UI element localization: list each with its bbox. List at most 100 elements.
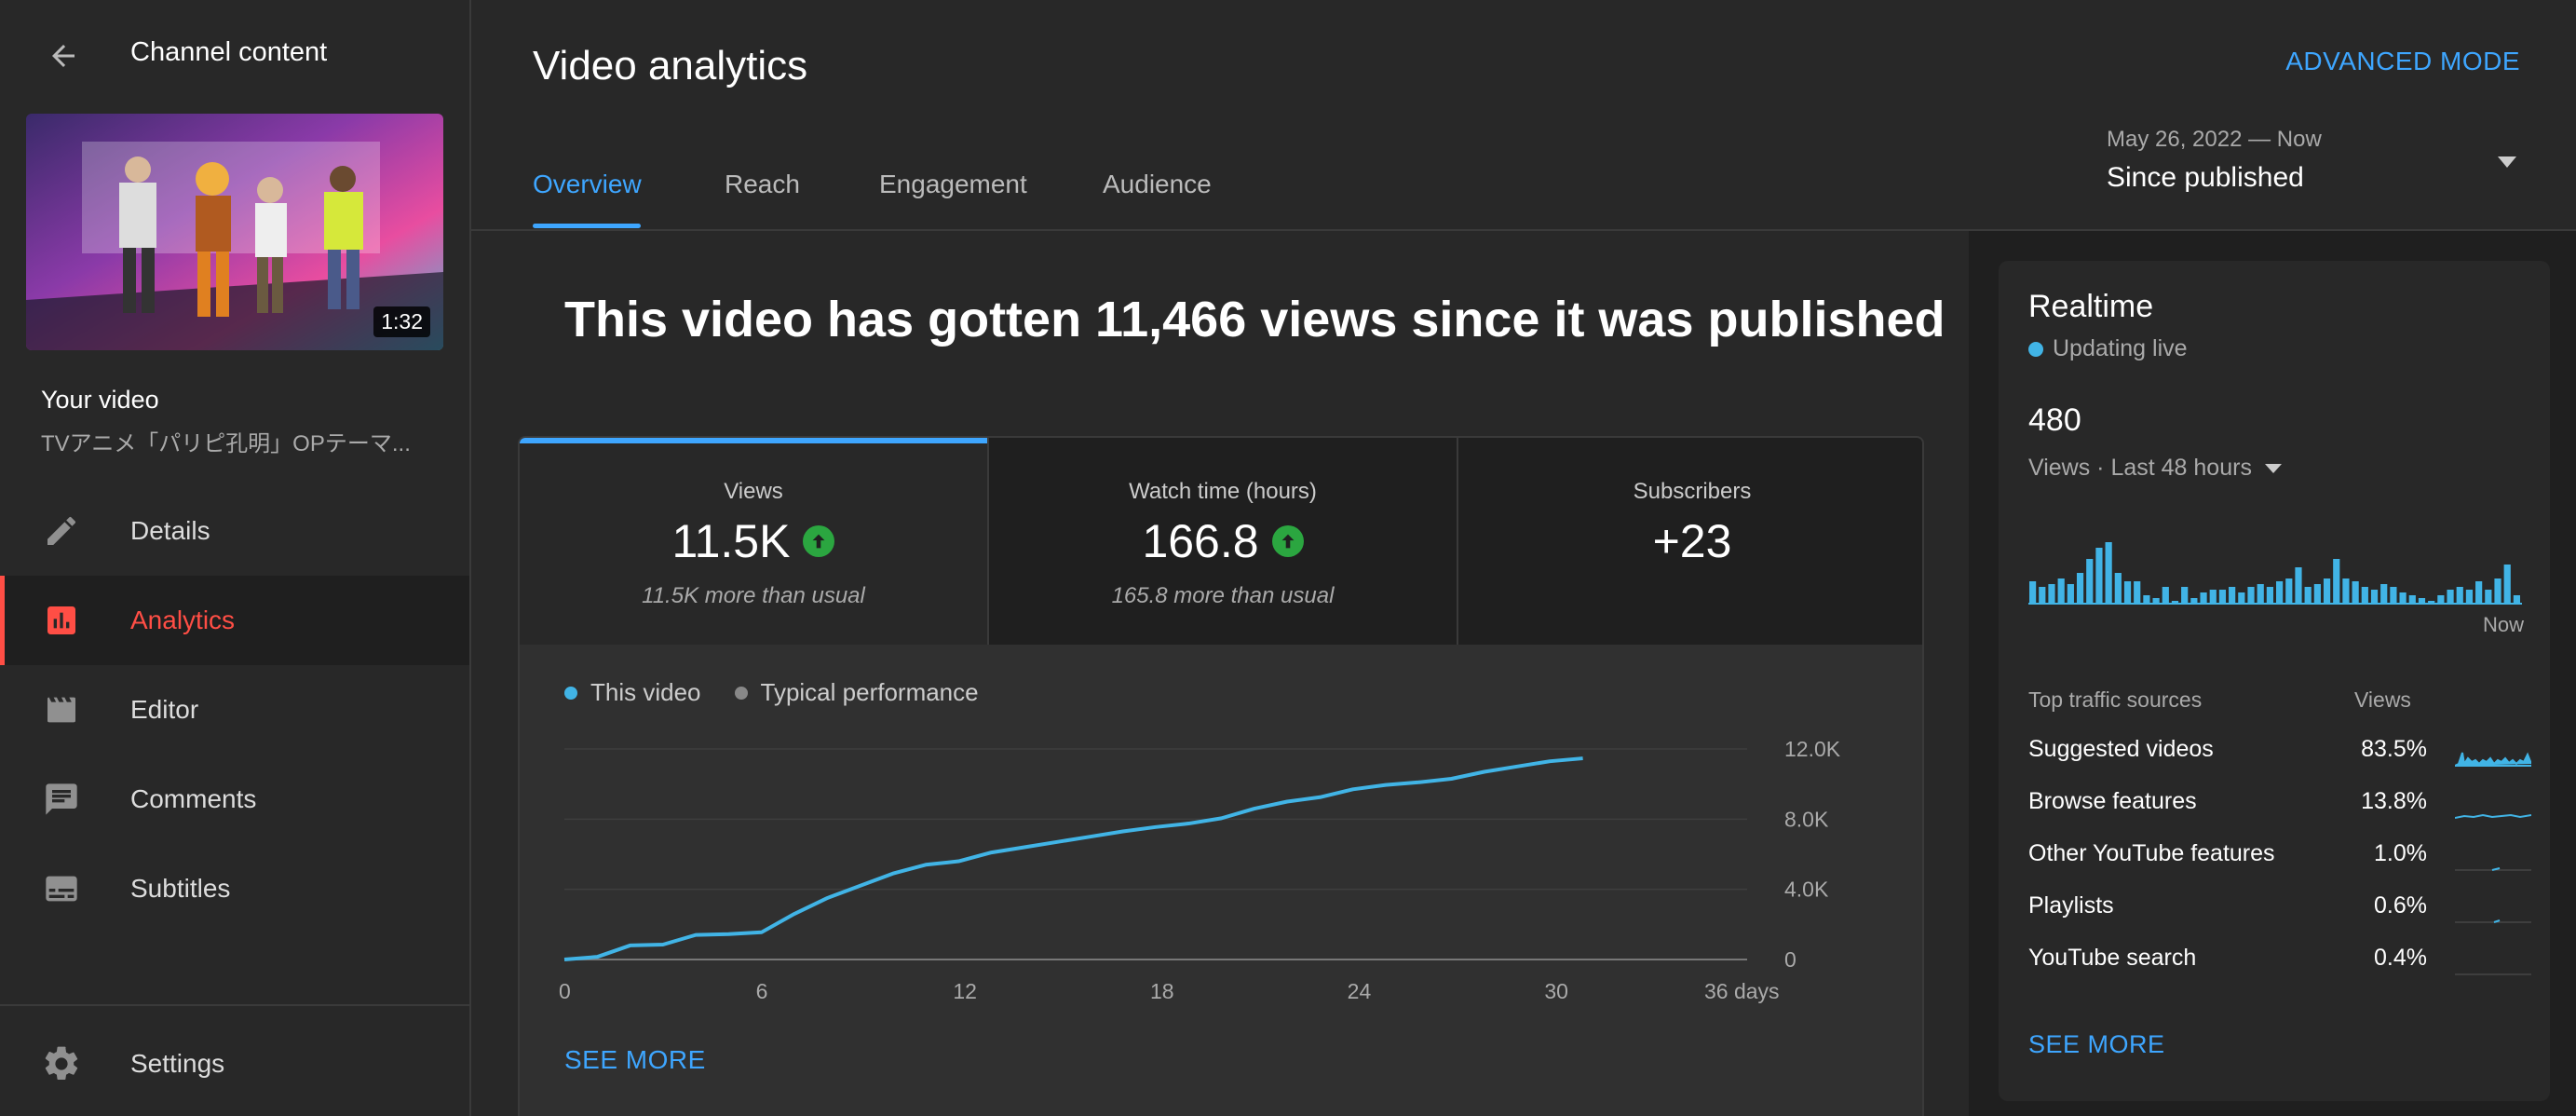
metric-label: Subscribers — [1633, 479, 1752, 504]
traffic-sources-header: Top traffic sources — [2028, 687, 2203, 712]
x-tick-label: 18 — [1150, 979, 1174, 1003]
chevron-down-icon — [2498, 157, 2516, 168]
metric-views[interactable]: Views 11.5K 11.5K more than usual — [520, 438, 987, 645]
date-range-text: May 26, 2022 — Now — [2107, 127, 2322, 152]
realtime-card: Realtime Updating live 480 Views · Last … — [1999, 261, 2550, 1101]
realtime-bar — [2408, 595, 2416, 604]
sidebar-divider — [0, 1004, 469, 1006]
realtime-bar — [2039, 587, 2046, 604]
realtime-see-more-button[interactable]: SEE MORE — [2028, 1030, 2165, 1058]
sidebar-item-editor[interactable]: Editor — [0, 665, 469, 755]
sidebar-header: Channel content — [0, 0, 471, 108]
clapperboard-icon — [47, 697, 75, 723]
realtime-bar — [2123, 581, 2132, 604]
sidebar-item-label: Analytics — [130, 606, 236, 634]
tab-reach[interactable]: Reach — [725, 170, 800, 198]
source-name: Suggested videos — [2028, 736, 2214, 762]
traffic-source-row[interactable]: Playlists 0.6% — [2028, 883, 2531, 935]
tab-overview[interactable]: Overview — [533, 170, 642, 198]
y-tick-label: 12.0K — [1784, 737, 1841, 761]
realtime-bar — [2447, 590, 2454, 604]
metric-subscribers[interactable]: Subscribers +23 — [1458, 438, 1922, 645]
source-pct: 1.0% — [2374, 840, 2427, 866]
chart-legend: This video Typical performance — [564, 678, 979, 707]
subtitles-icon — [46, 876, 77, 902]
realtime-bar — [2513, 595, 2520, 604]
realtime-bar — [2295, 567, 2302, 604]
sidebar-item-comments[interactable]: Comments — [0, 755, 469, 844]
realtime-bar — [2057, 578, 2065, 604]
legend-this-video: This video — [564, 678, 701, 707]
traffic-source-row[interactable]: Suggested videos 83.5% — [2028, 727, 2531, 779]
metric-comparison: 165.8 more than usual — [1111, 583, 1335, 608]
x-tick-label: 24 — [1348, 979, 1372, 1003]
header-divider — [471, 229, 2576, 231]
metric-watch-time[interactable]: Watch time (hours) 166.8 165.8 more than… — [989, 438, 1457, 645]
metrics-card: Views 11.5K 11.5K more than usual Watch … — [518, 436, 1924, 1116]
sidebar-item-settings[interactable]: Settings — [0, 1021, 469, 1110]
source-name: YouTube search — [2028, 945, 2197, 971]
pencil-icon — [47, 516, 75, 545]
series-line-this-video — [563, 756, 1583, 961]
sidebar-item-analytics[interactable]: Analytics — [0, 576, 469, 665]
views-headline: This video has gotten 11,466 views since… — [564, 292, 1946, 347]
legend-dot — [564, 686, 577, 700]
traffic-source-row[interactable]: Other YouTube features 1.0% — [2028, 831, 2531, 883]
source-sparkline — [2455, 973, 2531, 975]
realtime-period-dropdown[interactable]: Views · Last 48 hours — [2028, 455, 2282, 482]
realtime-bar — [2200, 592, 2207, 604]
views-line-chart: 0 4.0K 8.0K 12.0K 0 6 12 18 24 30 36 days — [559, 737, 1841, 1003]
metric-divider — [987, 438, 989, 645]
realtime-bar-chart — [2028, 542, 2522, 605]
traffic-source-row[interactable]: Browse features 13.8% — [2028, 779, 2531, 831]
analytics-icon — [47, 606, 75, 634]
sidebar-item-details[interactable]: Details — [0, 486, 469, 576]
tab-audience[interactable]: Audience — [1103, 170, 1212, 198]
sidebar-item-subtitles[interactable]: Subtitles — [0, 844, 469, 933]
y-tick-label: 4.0K — [1784, 878, 1829, 902]
realtime-bar — [2229, 587, 2236, 604]
legend-dot — [734, 686, 748, 700]
source-sparkline — [2455, 919, 2531, 923]
sidebar-item-label: Editor — [130, 695, 199, 724]
video-thumbnail[interactable]: 1:32 — [26, 114, 443, 350]
metric-comparison: 11.5K more than usual — [642, 583, 865, 608]
legend-label: Typical performance — [760, 678, 979, 706]
realtime-bar — [2209, 590, 2217, 604]
realtime-bar — [2218, 590, 2227, 604]
legend-typical: Typical performance — [734, 678, 979, 707]
advanced-mode-button[interactable]: ADVANCED MODE — [2285, 47, 2520, 75]
tab-engagement[interactable]: Engagement — [879, 170, 1027, 198]
arrow-back-icon — [52, 45, 75, 67]
metric-value: 166.8 — [1142, 515, 1259, 567]
realtime-bar — [2333, 559, 2340, 604]
legend-label: This video — [590, 678, 701, 706]
see-more-button[interactable]: SEE MORE — [564, 1045, 706, 1074]
chevron-down-icon — [2264, 463, 2282, 473]
sidebar-item-label: Details — [130, 516, 210, 545]
realtime-bar — [2162, 587, 2169, 604]
settings-label: Settings — [130, 1049, 225, 1078]
realtime-bar — [2352, 581, 2359, 604]
realtime-bar — [2380, 584, 2388, 604]
source-pct: 0.6% — [2374, 892, 2427, 919]
back-button[interactable] — [41, 34, 86, 78]
metric-value: +23 — [1652, 515, 1732, 567]
comment-icon — [46, 783, 77, 815]
realtime-bar — [2134, 581, 2141, 604]
x-tick-label: 12 — [953, 979, 977, 1003]
gear-icon — [45, 1046, 78, 1081]
source-name: Other YouTube features — [2028, 840, 2275, 866]
sidebar-title: Channel content — [130, 37, 328, 67]
y-tick-label: 8.0K — [1784, 807, 1829, 831]
sidebar-item-label: Comments — [130, 784, 257, 813]
realtime-bar — [2485, 590, 2492, 604]
date-range-picker[interactable]: May 26, 2022 — Now Since published — [2107, 121, 2516, 205]
source-name: Browse features — [2028, 788, 2197, 814]
traffic-source-row[interactable]: YouTube search 0.4% — [2028, 935, 2531, 987]
realtime-bar — [2361, 587, 2368, 604]
realtime-bar — [2437, 595, 2445, 604]
realtime-bar — [2190, 598, 2198, 604]
realtime-bar — [2390, 587, 2397, 604]
arrow-up-icon — [803, 525, 835, 557]
